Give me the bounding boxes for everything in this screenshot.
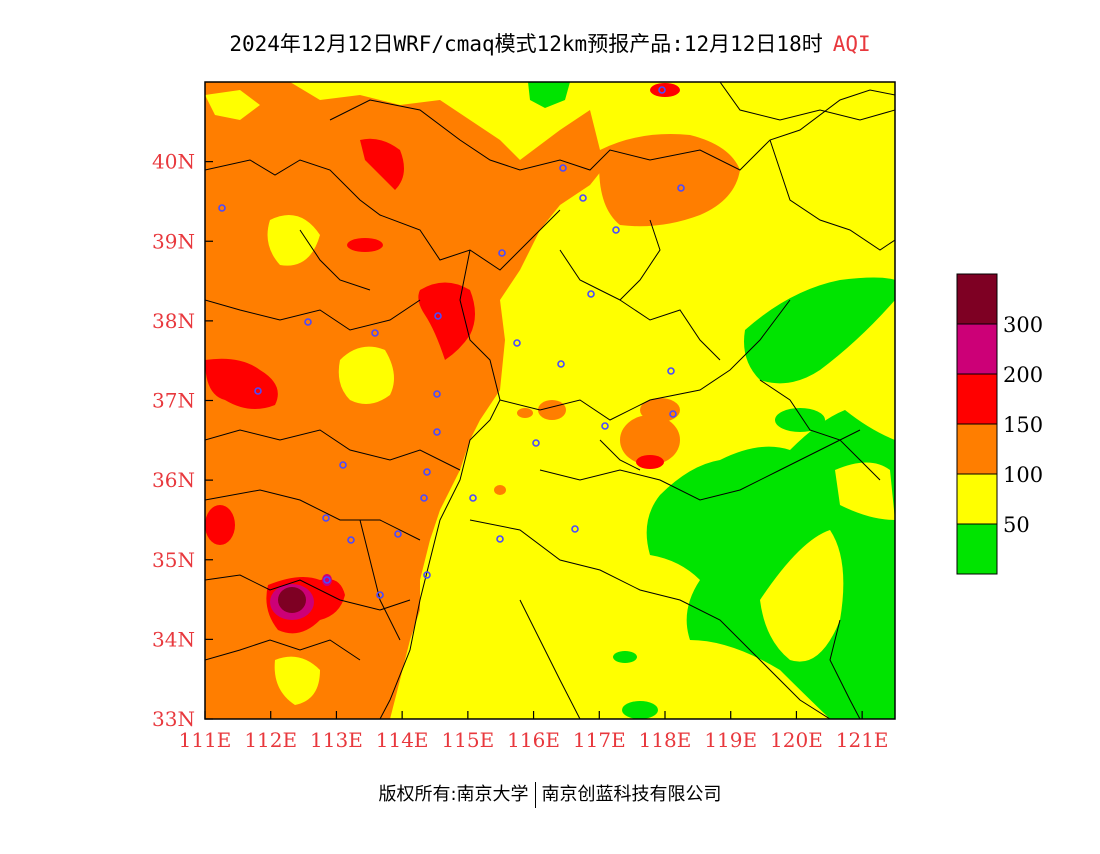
field-green-spot-3 (775, 408, 825, 432)
lon-tick-label: 116E (507, 728, 560, 752)
lon-tick-label: 120E (770, 728, 823, 752)
legend-swatch (956, 373, 998, 425)
footer-separator (534, 782, 536, 808)
field-red-spot-2 (636, 455, 664, 469)
field-yellow-hole-4 (420, 82, 520, 120)
field-yellow-hole-1 (338, 346, 394, 404)
map-axes: 111E 112E 113E 114E 115E 116E 117E 118E 119E 120E… (152, 150, 888, 752)
legend-swatch (956, 323, 998, 375)
field-green-north (528, 82, 570, 108)
field-red-north (360, 138, 404, 190)
lon-tick-label: 117E (573, 728, 626, 752)
boundary-lines (205, 82, 895, 719)
field-orange-spot-3 (538, 400, 566, 420)
title-text: 2024年12月12日WRF/cmaq模式12km预报产品:12月12日18时 (229, 32, 823, 56)
copyright-footer: 版权所有:南京大学 南京创蓝科技有限公司 (0, 780, 1100, 808)
lon-tick-label: 119E (704, 728, 757, 752)
field-green-spot-2 (622, 701, 658, 719)
field-orange-northeast (599, 134, 740, 227)
lon-tick-label: 112E (244, 728, 297, 752)
legend-label: 100 (1003, 463, 1043, 487)
variable-label: AQI (832, 32, 871, 56)
legend-swatch (956, 523, 998, 575)
field-green-se-hole (760, 530, 844, 662)
legend-label: 50 (1003, 513, 1030, 537)
company-text: 南京创蓝科技有限公司 (541, 784, 722, 805)
field-orange-spot-1 (620, 415, 680, 465)
lon-tick-label: 111E (179, 728, 232, 752)
legend-swatch (956, 473, 998, 525)
field-green-coast-hole (835, 462, 895, 520)
lat-tick-label: 39N (152, 229, 195, 253)
map-title: 2024年12月12日WRF/cmaq模式12km预报产品:12月12日18时 A… (0, 28, 1100, 58)
field-orange-spot-4 (517, 408, 533, 418)
lon-tick-label: 113E (310, 728, 363, 752)
legend-label: 200 (1003, 363, 1043, 387)
copyright-text: 版权所有:南京大学 (378, 784, 529, 805)
lat-tick-label: 33N (152, 707, 195, 731)
field-red-west (205, 358, 278, 409)
legend-label: 300 (1003, 313, 1043, 337)
field-green-northeast (744, 277, 895, 384)
field-purple-spot-2 (322, 574, 332, 586)
lon-tick-label: 118E (639, 728, 692, 752)
field-orange-spot-5 (494, 485, 506, 495)
lat-tick-label: 38N (152, 309, 195, 333)
field-red-spot-1 (347, 238, 383, 252)
lat-tick-label: 37N (152, 389, 195, 413)
aqi-legend: 300 200 150 100 50 (956, 273, 1043, 575)
legend-label: 150 (1003, 413, 1043, 437)
station-markers (218, 86, 685, 599)
field-maroon-spot (278, 587, 306, 613)
lat-tick-label: 34N (152, 627, 195, 651)
field-green-southeast (646, 410, 895, 719)
lon-tick-label: 114E (376, 728, 429, 752)
field-yellow-hole-2 (267, 215, 320, 266)
lon-tick-label: 115E (441, 728, 494, 752)
field-yellow-hole-3 (274, 656, 320, 705)
lat-tick-label: 40N (152, 150, 195, 174)
legend-swatch (956, 273, 998, 325)
lat-tick-label: 36N (152, 468, 195, 492)
field-yellow-hole-5 (205, 90, 260, 120)
lon-tick-label: 121E (836, 728, 889, 752)
field-green-spot-1 (613, 651, 637, 663)
field-red-spot-3 (205, 505, 235, 545)
lat-tick-label: 35N (152, 548, 195, 572)
aqi-field (205, 82, 895, 719)
legend-swatch (956, 423, 998, 475)
